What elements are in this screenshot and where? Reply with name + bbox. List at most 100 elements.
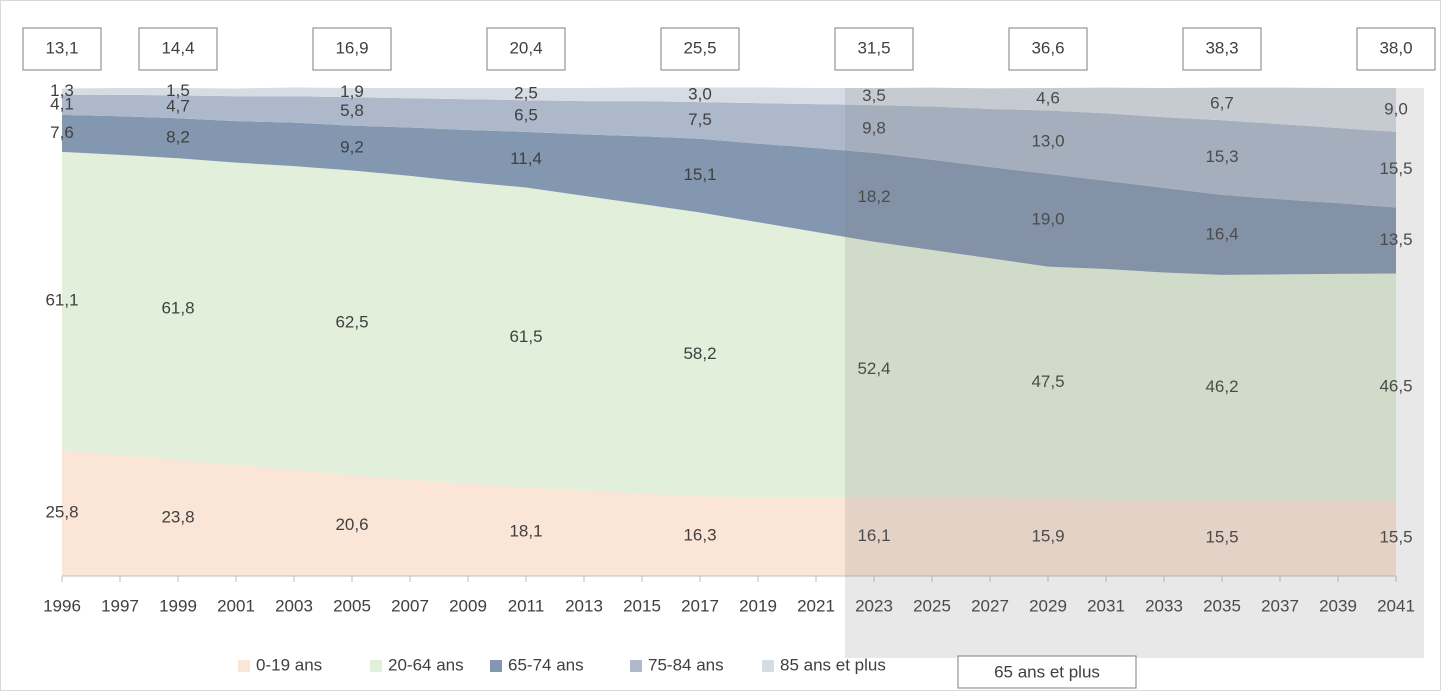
legend-swatch: [370, 660, 382, 672]
data-label: 5,8: [340, 101, 364, 120]
area: [62, 94, 1396, 208]
data-label: 13,5: [1379, 230, 1412, 249]
total-box: [1182, 27, 1262, 71]
total-label: 13,1: [45, 38, 78, 57]
x-tick-label: 2041: [1377, 596, 1415, 615]
data-label: 11,4: [510, 149, 542, 168]
total-box: [834, 27, 914, 71]
data-label: 15,5: [1379, 159, 1412, 178]
total-box: [1008, 27, 1088, 71]
data-label: 61,8: [161, 299, 194, 318]
legend-swatch: [490, 660, 502, 672]
data-label: 7,5: [688, 110, 712, 129]
data-label: 52,4: [857, 359, 890, 378]
data-label: 4,6: [1036, 89, 1060, 108]
total-box: [22, 27, 102, 71]
data-label: 16,3: [683, 526, 716, 545]
legend-label: 65 ans et plus: [994, 662, 1100, 681]
x-tick-label: 2033: [1145, 596, 1183, 615]
x-tick-label: 2017: [681, 596, 719, 615]
data-label: 3,5: [862, 86, 886, 105]
data-label: 18,1: [509, 521, 542, 540]
legend-total-box: [957, 655, 1137, 689]
data-label: 16,1: [857, 526, 890, 545]
data-label: 20,6: [335, 515, 368, 534]
legend-label: 0-19 ans: [256, 655, 322, 674]
area: [62, 450, 1396, 576]
x-tick-label: 2023: [855, 596, 893, 615]
data-label: 4,1: [50, 94, 74, 113]
data-label: 19,0: [1031, 210, 1064, 229]
legend-swatch: [762, 660, 774, 672]
x-tick-label: 2007: [391, 596, 429, 615]
data-label: 62,5: [335, 312, 368, 331]
data-label: 6,7: [1210, 93, 1234, 112]
area: [62, 87, 1396, 132]
legend-label: 65-74 ans: [508, 655, 584, 674]
data-label: 7,6: [50, 123, 74, 142]
x-tick-label: 2039: [1319, 596, 1357, 615]
legend-label: 20-64 ans: [388, 655, 464, 674]
data-label: 47,5: [1031, 372, 1064, 391]
x-tick-label: 2037: [1261, 596, 1299, 615]
x-tick-label: 1999: [159, 596, 197, 615]
data-label: 18,2: [857, 187, 890, 206]
data-label: 46,2: [1205, 377, 1238, 396]
x-tick-label: 2031: [1087, 596, 1125, 615]
x-tick-label: 1996: [43, 596, 81, 615]
data-label: 3,0: [688, 84, 712, 103]
x-tick-label: 2005: [333, 596, 371, 615]
total-label: 25,5: [683, 38, 716, 57]
data-label: 46,5: [1379, 376, 1412, 395]
total-label: 31,5: [857, 38, 890, 57]
data-label: 15,5: [1205, 528, 1238, 547]
total-box: [138, 27, 218, 71]
x-tick-label: 2035: [1203, 596, 1241, 615]
x-tick-label: 2027: [971, 596, 1009, 615]
data-label: 1,3: [50, 81, 74, 100]
data-label: 15,3: [1205, 147, 1238, 166]
data-label: 16,4: [1205, 224, 1238, 243]
data-label: 15,9: [1031, 527, 1064, 546]
total-label: 38,0: [1379, 38, 1412, 57]
x-tick-label: 2009: [449, 596, 487, 615]
data-label: 9,8: [862, 118, 886, 137]
total-label: 16,9: [335, 38, 368, 57]
total-label: 20,4: [509, 38, 542, 57]
data-label: 4,7: [166, 96, 190, 115]
total-box: [312, 27, 392, 71]
legend-swatch: [238, 660, 250, 672]
data-label: 15,1: [683, 165, 716, 184]
area: [62, 151, 1396, 501]
data-label: 58,2: [683, 344, 716, 363]
data-label: 25,8: [45, 503, 78, 522]
legend-label: 75-84 ans: [648, 655, 724, 674]
x-tick-label: 2013: [565, 596, 603, 615]
legend-swatch: [630, 660, 642, 672]
data-label: 8,2: [166, 128, 190, 147]
x-tick-label: 1997: [101, 596, 139, 615]
total-label: 14,4: [161, 38, 194, 57]
data-label: 1,9: [340, 82, 364, 101]
x-tick-label: 2003: [275, 596, 313, 615]
total-label: 38,3: [1205, 38, 1238, 57]
data-label: 6,5: [514, 106, 538, 125]
legend-label: 85 ans et plus: [780, 655, 886, 674]
x-tick-label: 2019: [739, 596, 777, 615]
data-label: 23,8: [161, 507, 194, 526]
total-box: [486, 27, 566, 71]
data-label: 13,0: [1031, 132, 1064, 151]
data-label: 2,5: [514, 84, 538, 103]
total-label: 36,6: [1031, 38, 1064, 57]
total-box: [1356, 27, 1436, 71]
x-tick-label: 2015: [623, 596, 661, 615]
x-tick-label: 2025: [913, 596, 951, 615]
data-label: 61,5: [509, 327, 542, 346]
projection-shade: [845, 88, 1424, 658]
data-label: 1,5: [166, 81, 190, 100]
data-label: 61,1: [45, 290, 78, 309]
data-label: 9,0: [1384, 99, 1408, 118]
x-tick-label: 2001: [217, 596, 255, 615]
x-tick-label: 2011: [508, 596, 545, 615]
